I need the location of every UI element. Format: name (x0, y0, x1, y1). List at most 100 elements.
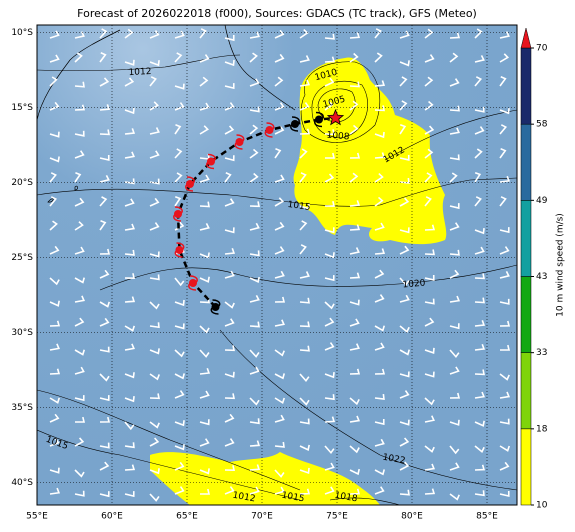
contour-label: 1020 (402, 278, 426, 290)
wind-barb (499, 271, 510, 279)
wind-barb (74, 395, 85, 402)
wind-barb (224, 83, 235, 90)
wind-barb (224, 438, 235, 447)
wind-barb (274, 76, 284, 87)
colorbar-tick-label: 18 (536, 424, 548, 434)
wind-barb (449, 419, 460, 426)
wind-barb (99, 248, 111, 255)
wind-barb (174, 390, 185, 399)
wind-barb (299, 297, 310, 304)
wind-barb (174, 277, 185, 287)
wind-barb (49, 467, 60, 474)
wind-barb (199, 390, 210, 399)
wind-barb (324, 317, 335, 327)
wind-barb (74, 81, 85, 88)
grid (37, 25, 517, 505)
wind-barb (274, 246, 285, 255)
colorbar-tick-label: 43 (536, 272, 547, 282)
wind-barb (374, 342, 385, 351)
wind-barb (349, 445, 360, 454)
wind-barb (249, 397, 260, 406)
wind-barb (49, 320, 61, 327)
wind-barb (74, 295, 85, 303)
contour-label: 1012 (128, 67, 151, 78)
storm-track (173, 108, 345, 315)
wind-barb (49, 172, 57, 183)
wind-barb (149, 60, 160, 67)
wind-barb (149, 493, 160, 502)
wind-barb (224, 248, 236, 255)
wind-barb (49, 438, 60, 447)
colorbar-segment (520, 123, 532, 201)
wind-barb (174, 102, 185, 111)
wind-barb (224, 270, 235, 279)
wind-barb (249, 321, 260, 328)
y-tick-label: 15°S (11, 103, 33, 113)
wind-barb (349, 32, 361, 39)
wind-barb (424, 28, 434, 39)
wind-barb (474, 126, 485, 135)
wind-barb (124, 151, 135, 159)
wind-area (150, 452, 380, 505)
wind-barb (74, 52, 83, 63)
wind-barb (499, 124, 508, 135)
wind-barb (324, 252, 335, 259)
wind-barb (274, 29, 285, 39)
wind-barb (174, 373, 186, 380)
wind-barb (424, 196, 432, 207)
wind-barb (249, 124, 259, 135)
wind-barb (149, 101, 159, 111)
wind-barb (99, 104, 111, 111)
wind-barb (124, 343, 135, 351)
track-point-center (189, 279, 197, 287)
wind-barb (74, 437, 85, 447)
wind-barb (424, 125, 435, 135)
wind-barb (399, 197, 410, 207)
wind-barb (324, 200, 336, 207)
wind-barb (324, 486, 335, 495)
wind-barb (374, 393, 385, 400)
wind-barb (199, 419, 210, 426)
wind-barb (249, 440, 261, 447)
wind-barb (449, 295, 461, 303)
y-tick-label: 40°S (11, 478, 33, 488)
wind-barb (149, 178, 160, 185)
track-point-center (174, 210, 182, 218)
wind-barb (149, 76, 157, 87)
wind-barb (74, 31, 85, 39)
wind-barb (424, 249, 435, 256)
wind-barb (124, 396, 135, 403)
wind-barb (374, 52, 383, 63)
x-tick-label: 80°E (401, 512, 423, 522)
wind-barb (74, 469, 85, 478)
wind-barb (374, 368, 386, 375)
wind-barb (149, 127, 160, 135)
wind-barb (174, 83, 185, 90)
track-point-center (175, 246, 184, 254)
wind-barb (374, 131, 385, 139)
wind-barb (374, 222, 385, 231)
wind-barb (274, 296, 286, 303)
wind-barb (474, 445, 485, 453)
wind-barb (199, 223, 210, 231)
wind-barb (249, 148, 259, 159)
wind-barb (74, 366, 85, 375)
wind-barb (424, 172, 433, 183)
wind-barb (124, 107, 135, 115)
wind-barb (224, 125, 235, 135)
wind-barb (249, 464, 261, 471)
wind-barb (374, 152, 386, 159)
wind-barb (399, 277, 410, 287)
wind-barb (299, 55, 310, 63)
wind-barb (149, 468, 160, 475)
wind-barb (174, 52, 183, 63)
wind-barb (349, 200, 361, 207)
wind-barb (49, 196, 57, 207)
wind-barb (149, 437, 160, 447)
wind-barb (149, 322, 160, 329)
x-tick-label: 55°E (26, 512, 48, 522)
wind-barb (99, 416, 111, 423)
wind-barb (424, 397, 435, 406)
wind-barb (449, 203, 460, 210)
wind-barb (449, 269, 460, 279)
